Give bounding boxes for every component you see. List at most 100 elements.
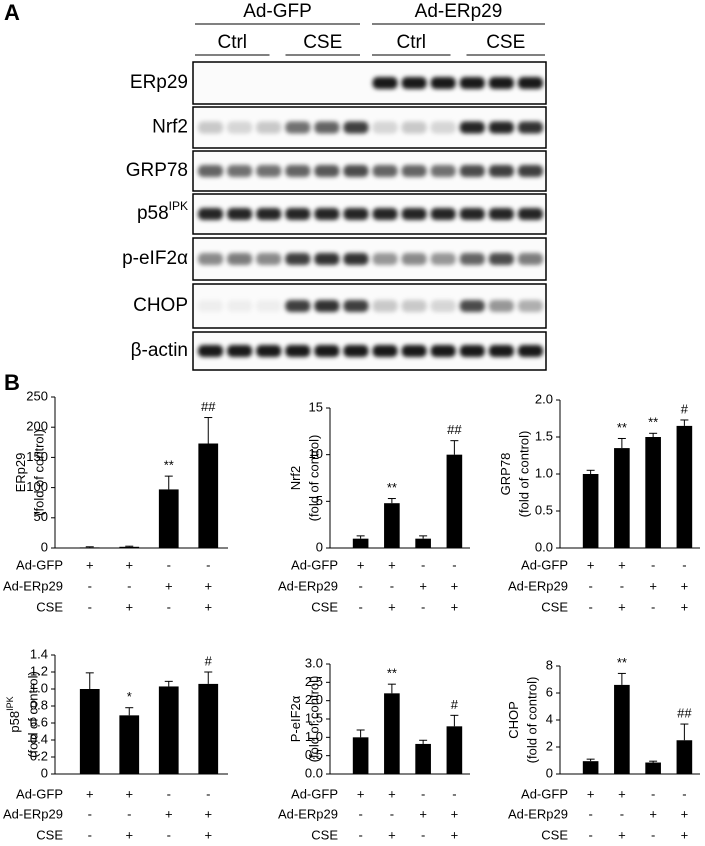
condition-label: CSE	[311, 827, 338, 842]
significance-label: #	[205, 653, 213, 668]
blot-band	[314, 208, 340, 220]
y-tick-label: 0.4	[30, 731, 48, 746]
blot-band	[198, 121, 224, 134]
blot-band	[256, 208, 282, 220]
condition-mark: -	[88, 599, 92, 614]
blot-band	[430, 121, 456, 134]
y-tick-label: 1.5	[305, 710, 323, 725]
significance-label: #	[681, 401, 689, 416]
blot-band	[430, 165, 456, 177]
condition-mark: -	[167, 786, 171, 801]
y-tick-label: 250	[26, 388, 48, 403]
blot-band	[401, 208, 427, 220]
condition-mark: +	[204, 578, 212, 593]
blot-band	[401, 77, 427, 89]
blot-row-label: GRP78	[126, 160, 188, 181]
blot-band	[227, 253, 253, 265]
blot-row-label: p58IPK	[137, 199, 188, 224]
condition-mark: -	[88, 806, 92, 821]
y-tick-label: 0.8	[30, 697, 48, 712]
row-label-text: ERp29	[130, 72, 188, 93]
condition-mark: -	[588, 827, 592, 842]
bar	[384, 503, 400, 548]
blot-band	[198, 345, 224, 357]
blot-band	[372, 253, 398, 265]
bar	[352, 538, 369, 548]
condition-mark: -	[390, 578, 394, 593]
blot-band	[401, 165, 427, 177]
row-label-text: p-eIF2α	[122, 248, 188, 269]
blot-band	[343, 121, 369, 134]
y-axis-label: P-eIF2α	[288, 695, 303, 742]
condition-mark: -	[167, 827, 171, 842]
condition-mark: +	[125, 786, 133, 801]
condition-mark: +	[388, 599, 396, 614]
blot-band	[256, 300, 282, 312]
condition-mark: +	[125, 557, 133, 572]
blot-band	[401, 253, 427, 265]
condition-mark: -	[651, 786, 655, 801]
blot-band	[227, 121, 253, 134]
y-tick-label: 5	[316, 493, 323, 508]
panel-letter: A	[4, 0, 20, 25]
condition-mark: +	[86, 786, 94, 801]
y-tick-label: 0	[41, 765, 48, 780]
condition-mark: +	[388, 557, 396, 572]
y-axis-label: CHOP	[506, 701, 521, 739]
bar	[415, 743, 431, 774]
y-tick-label: 2	[546, 738, 553, 753]
condition-mark: -	[651, 557, 655, 572]
bar	[79, 689, 100, 774]
y-tick-label: 0	[41, 539, 48, 554]
condition-mark: -	[620, 806, 624, 821]
bar	[676, 425, 693, 548]
blot-band	[517, 253, 543, 265]
condition-mark: -	[206, 786, 210, 801]
blot-band	[256, 165, 282, 177]
bar	[79, 547, 100, 548]
condition-mark: -	[167, 557, 171, 572]
condition-mark: -	[127, 806, 131, 821]
condition-mark: +	[681, 578, 689, 593]
blot-band	[517, 165, 543, 177]
blot-band	[488, 345, 514, 357]
condition-label: Ctrl	[217, 32, 247, 53]
bar	[446, 454, 463, 548]
y-axis-label-text: GRP78	[498, 453, 513, 496]
bar	[158, 489, 179, 548]
condition-mark: +	[587, 557, 595, 572]
blot-band	[343, 300, 369, 312]
blot-band	[198, 300, 224, 312]
blot-band	[517, 300, 543, 312]
significance-label: #	[451, 697, 459, 712]
condition-mark: -	[682, 786, 686, 801]
y-tick-label: 50	[34, 509, 48, 524]
condition-mark: +	[451, 806, 459, 821]
blot-band	[256, 345, 282, 357]
y-axis-unit: (fold of control)	[524, 677, 539, 764]
condition-mark: +	[451, 578, 459, 593]
condition-label: Ad-GFP	[291, 786, 338, 801]
y-tick-label: 2.0	[535, 391, 553, 406]
condition-mark: +	[125, 599, 133, 614]
condition-mark: -	[651, 827, 655, 842]
y-tick-label: 6	[546, 684, 553, 699]
blot-band	[285, 253, 311, 265]
condition-mark: +	[204, 599, 212, 614]
condition-mark: -	[682, 557, 686, 572]
bar	[352, 737, 369, 774]
group-label: Ad-GFP	[243, 1, 312, 22]
y-tick-label: 1.2	[30, 663, 48, 678]
blot-row-label: β-actin	[131, 340, 188, 361]
condition-mark: +	[618, 786, 626, 801]
condition-mark: +	[451, 599, 459, 614]
condition-label: Ctrl	[396, 32, 426, 53]
condition-mark: -	[358, 599, 362, 614]
blot-band	[372, 300, 398, 312]
blot-band	[459, 253, 485, 265]
y-tick-label: 2.0	[305, 692, 323, 707]
condition-mark: +	[681, 806, 689, 821]
blot-band	[343, 208, 369, 220]
blot-band	[459, 208, 485, 220]
condition-mark: -	[127, 578, 131, 593]
